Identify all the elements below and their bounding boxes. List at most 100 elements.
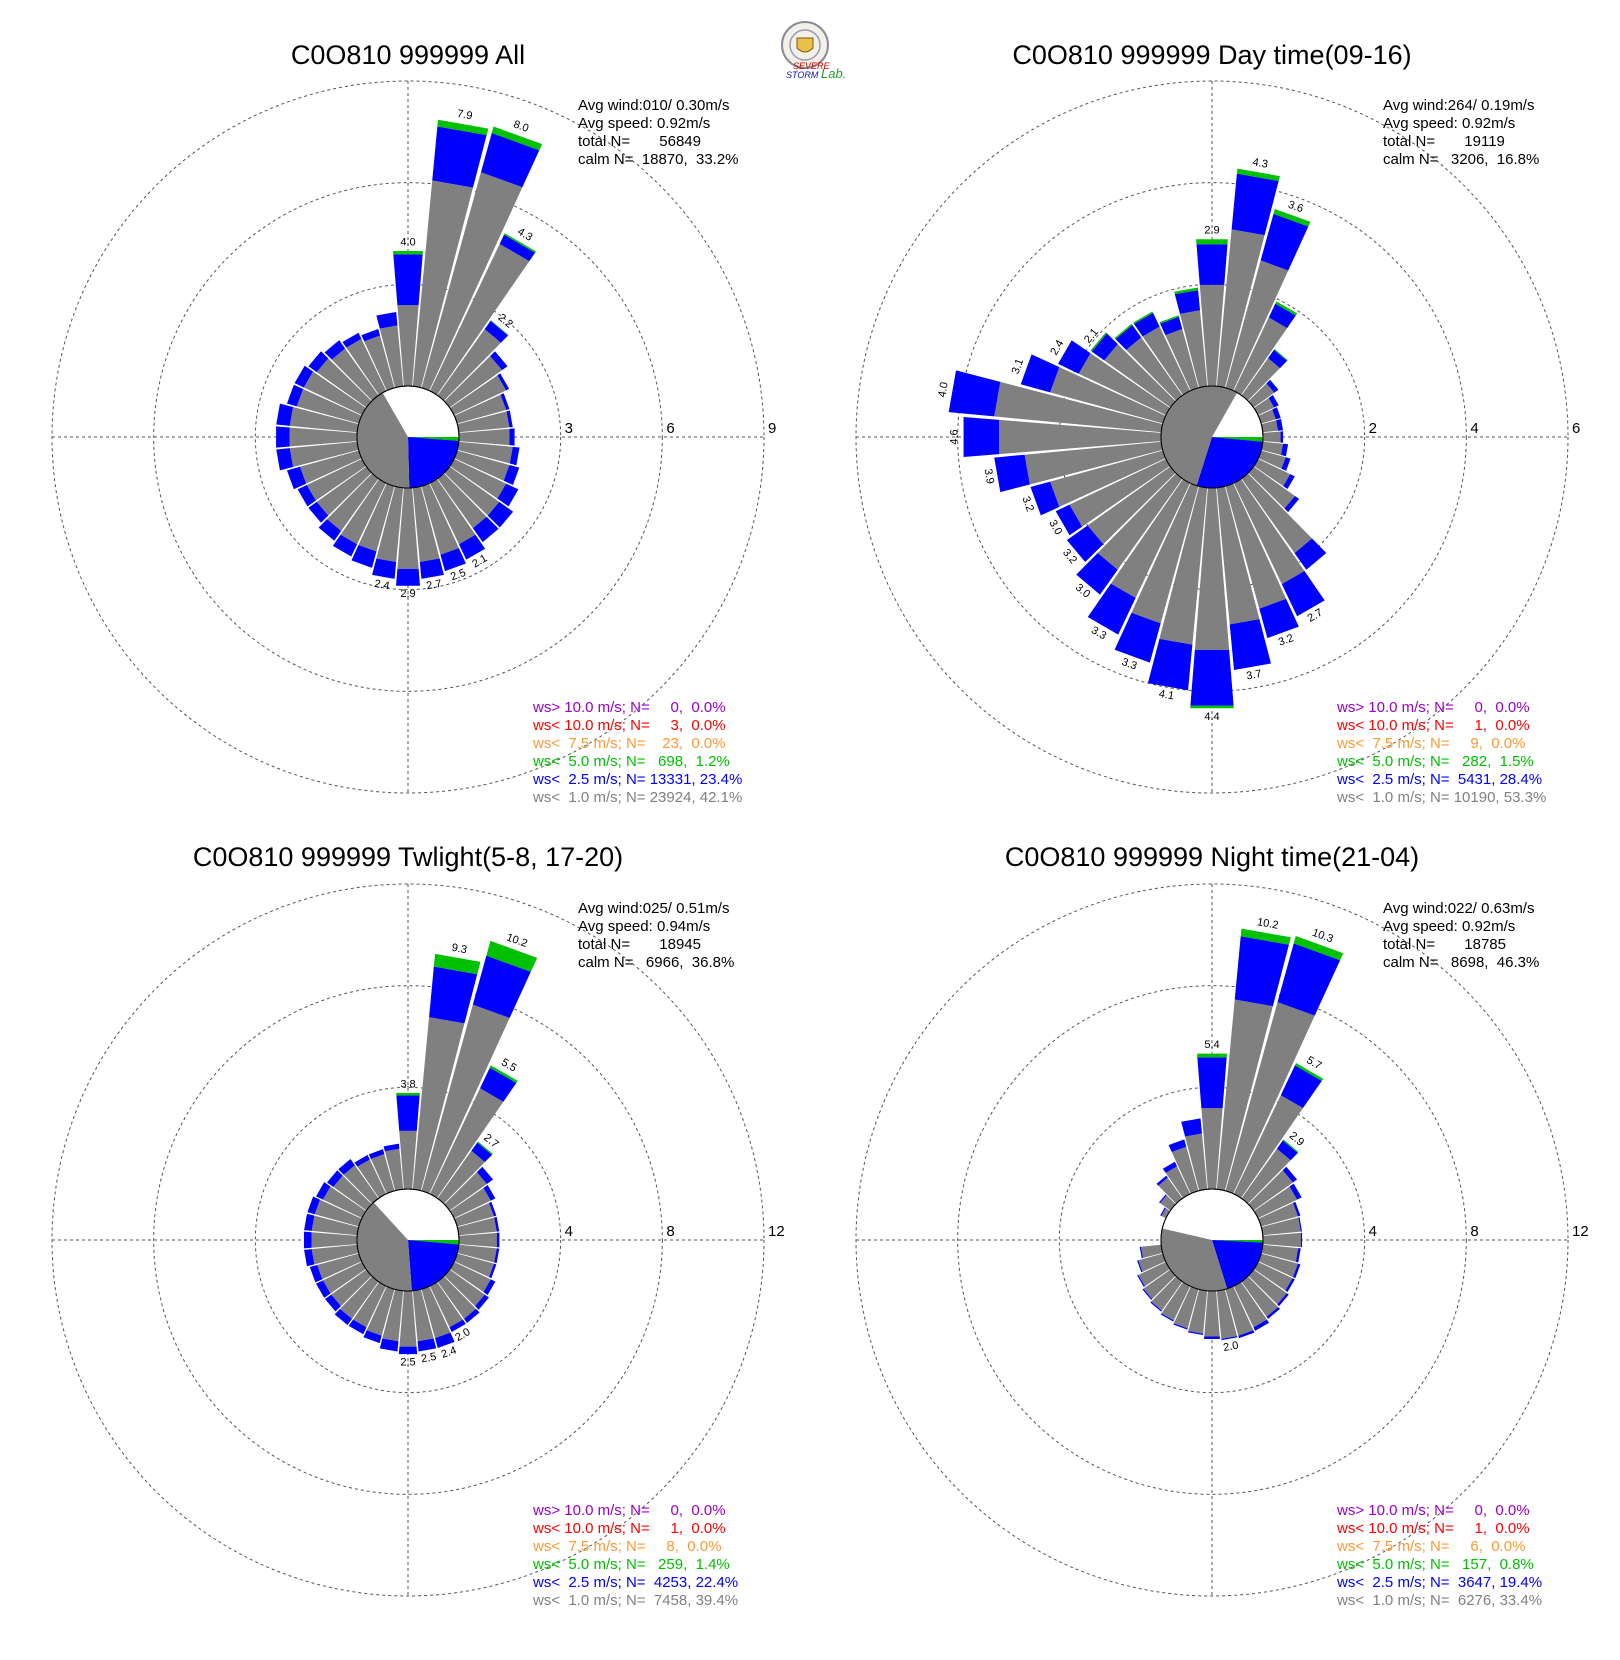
bar-segment-110-ws1.0ms: [1258, 450, 1286, 469]
calm-sector-5: [1212, 437, 1263, 442]
bar-segment-250-ws2.5ms: [309, 1265, 323, 1283]
bar-segment-10-ws2.5ms: [429, 966, 478, 1024]
bar-total-label: 4.3: [1252, 156, 1269, 170]
bar-segment-100-ws2.5ms: [1281, 443, 1289, 457]
bar-segment-120-ws1.0ms: [449, 458, 507, 499]
bar-segment-200-ws2.5ms: [1173, 1323, 1188, 1330]
bar-segment-50-ws2.5ms: [1282, 1166, 1298, 1183]
bar-segment-70-ws2.5ms: [489, 1201, 497, 1217]
bar-segment-20-ws5.0ms: [491, 126, 543, 151]
bar-segment-210-ws2.5ms: [1160, 1313, 1174, 1322]
bar-segment-20-ws2.5ms: [1277, 943, 1341, 1016]
bar-segment-140-ws2.5ms: [1266, 1307, 1280, 1319]
bar-total-label: 2.0: [1222, 1340, 1239, 1354]
bar-segment-30-ws2.5ms: [1268, 303, 1296, 329]
logo-word-storm: STORM: [786, 70, 819, 80]
bar-segment-280-ws2.5ms: [304, 1213, 315, 1231]
bar-segment-260-ws2.5ms: [994, 454, 1030, 493]
bar-segment-50-ws1.0ms: [444, 1172, 487, 1211]
bar-segment-300-ws1.0ms: [1078, 353, 1171, 416]
bar-segment-290-ws1.0ms: [1050, 367, 1166, 424]
bar-segment-10-ws5.0ms: [1236, 168, 1280, 182]
bar-segment-340-ws5.0ms: [1159, 315, 1179, 324]
panel-title: C0O810 999999 All: [291, 40, 525, 70]
info-line: total N= 18945: [578, 936, 701, 953]
bar-segment-50-ws1.0ms: [1248, 1170, 1293, 1211]
bar-segment-160-ws1.0ms: [1225, 483, 1287, 609]
bar-segment-310-ws1.0ms: [1160, 1195, 1176, 1211]
bar-segment-40-ws5.0ms: [1282, 1139, 1299, 1154]
bar-segment-330-ws1.0ms: [1165, 1166, 1191, 1199]
bar-total-label: 4.0: [400, 236, 415, 248]
bar-segment-230-ws2.5ms: [308, 501, 329, 523]
info-line: Avg speed: 0.92m/s: [578, 115, 710, 132]
bar-segment-210-ws1.0ms: [1110, 478, 1191, 598]
bar-segment-120-ws2.5ms: [483, 1279, 496, 1295]
bar-total-label: 9.3: [451, 942, 468, 956]
bar-segment-70-ws2.5ms: [1272, 407, 1281, 420]
bar-segment-340-ws2.5ms: [1168, 1139, 1187, 1153]
bar-segment-30-ws1.0ms: [1233, 317, 1288, 396]
bar-segment-70-ws1.0ms: [454, 1202, 494, 1227]
bar-segment-80-ws1.0ms: [457, 1217, 497, 1236]
bar-segment-20-ws1.0ms: [421, 172, 523, 391]
bar-segment-330-ws5.0ms: [1133, 311, 1154, 324]
bar-segment-220-ws1.0ms: [340, 1276, 379, 1319]
bar-segment-90-ws2.5ms: [1280, 431, 1284, 443]
bar-segment-230-ws1.0ms: [1143, 1269, 1176, 1300]
bar-segment-130-ws1.0ms: [444, 1269, 485, 1307]
bar-segment-260-ws1.0ms: [1024, 441, 1163, 485]
radial-tick-label: 12: [768, 1223, 785, 1240]
logo-word-severe: SEVERE: [793, 61, 831, 71]
bar-segment-40-ws2.5ms: [1276, 1140, 1298, 1161]
bar-segment-100-ws2.5ms: [494, 1248, 500, 1264]
bar-total-label: 2.4: [373, 578, 390, 592]
bar-segment-180-ws1.0ms: [399, 1290, 417, 1347]
bar-segment-60-ws1.0ms: [1253, 397, 1275, 416]
bar-segment-30-ws1.0ms: [429, 1088, 504, 1199]
bar-segment-170-ws1.0ms: [412, 1289, 434, 1342]
calm-sector-1: [357, 1202, 412, 1291]
bar-segment-170-ws2.5ms: [417, 1338, 437, 1352]
info-line: Avg wind:022/ 0.63m/s: [1383, 900, 1534, 917]
bar-total-label: 2.5: [420, 1351, 437, 1365]
bar-segment-20-ws1.0ms: [421, 1004, 510, 1194]
bar-total-label: 5.4: [1204, 1039, 1219, 1051]
bar-segment-70-ws2.5ms: [500, 393, 510, 410]
bar-segment-10-ws5.0ms: [433, 953, 481, 975]
calm-circle: [1160, 385, 1264, 489]
bar-segment-150-ws2.5ms: [1281, 571, 1325, 617]
severe-storm-lab-logo: SEVERE STORM Lab.: [781, 21, 846, 81]
legend-entry: ws< 10.0 m/s; N= 3, 0.0%: [532, 717, 726, 734]
bar-segment-100-ws1.0ms: [1261, 441, 1284, 455]
legend-entry: ws< 2.5 m/s; N= 4253, 22.4%: [532, 1574, 738, 1591]
bar-segment-80-ws2.5ms: [1298, 1217, 1302, 1232]
bar-segment-180-ws2.5ms: [1190, 649, 1234, 706]
bar-segment-340-ws1.0ms: [370, 1154, 395, 1194]
bar-segment-120-ws2.5ms: [1283, 474, 1295, 490]
bar-segment-70-ws1.0ms: [1258, 409, 1276, 424]
bar-segment-270-ws1.0ms: [999, 419, 1162, 455]
calm-sector-2-5: [1212, 1240, 1263, 1289]
legend-entry: ws> 10.0 m/s; N= 0, 0.0%: [532, 1502, 726, 1519]
bar-segment-330-ws1.0ms: [346, 338, 387, 396]
bar-segment-30-ws5.0ms: [489, 1065, 518, 1083]
bar-segment-0-ws1.0ms: [397, 305, 419, 387]
bar-segment-30-ws5.0ms: [1275, 301, 1298, 316]
bar-segment-0-ws2.5ms: [1197, 1057, 1227, 1109]
bar-segment-310-ws5.0ms: [1090, 332, 1107, 352]
bar-segment-290-ws2.5ms: [307, 1196, 321, 1215]
bar-segment-190-ws1.0ms: [382, 1289, 404, 1342]
bar-segment-280-ws2.5ms: [276, 403, 294, 426]
bar-total-label: 4.6: [949, 429, 961, 444]
bar-segment-160-ws2.5ms: [1259, 598, 1299, 639]
bar-segment-200-ws1.0ms: [1173, 1286, 1199, 1329]
radial-tick-label: 4: [565, 1223, 573, 1240]
legend-entry: ws< 1.0 m/s; N= 23924, 42.1%: [532, 789, 742, 806]
bar-segment-170-ws1.0ms: [1216, 1289, 1238, 1339]
bar-segment-170-ws2.5ms: [1229, 619, 1271, 670]
bar-total-label: 3.2: [1019, 495, 1036, 513]
bar-segment-40-ws1.0ms: [1241, 358, 1280, 401]
wind-rose-panel-all: 3 6 94.07.98.04.32.22.12.52.72.92.4C0O810 …: [51, 40, 776, 806]
